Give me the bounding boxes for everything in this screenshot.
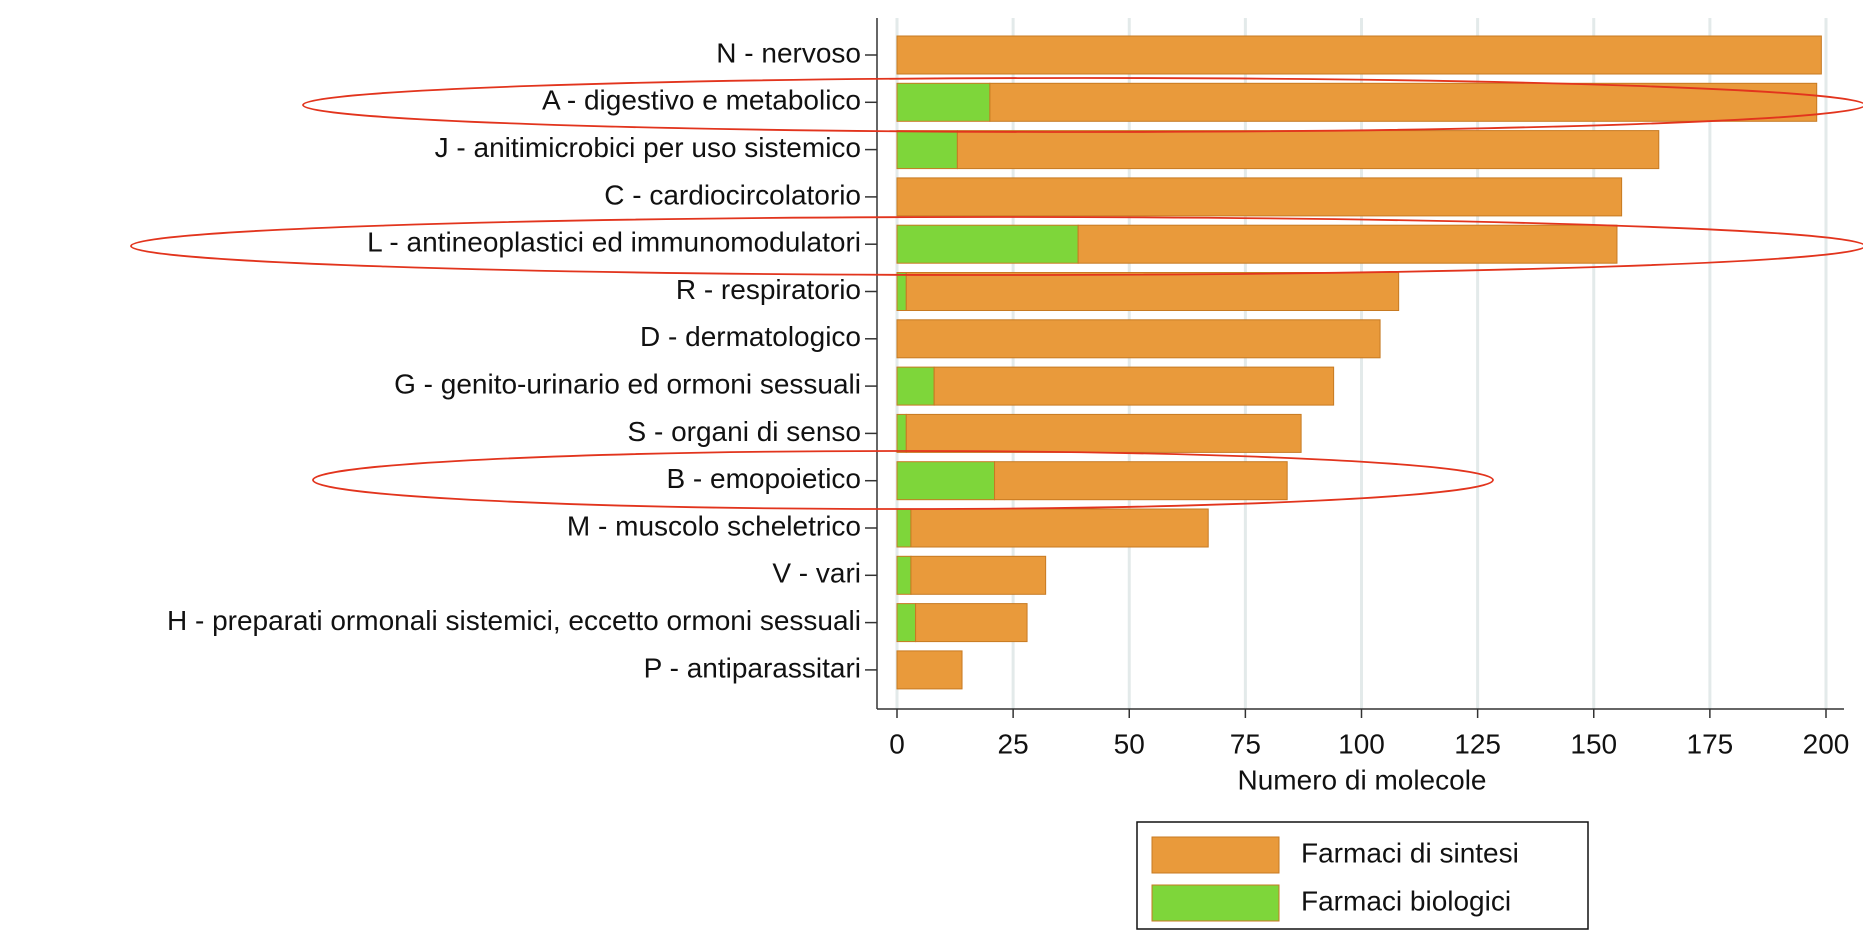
- y-tick-label: B - emopoietico: [666, 463, 861, 494]
- y-tick-label: S - organi di senso: [628, 416, 861, 447]
- legend-label: Farmaci di sintesi: [1301, 837, 1519, 868]
- bar: [896, 366, 935, 406]
- bar: [956, 130, 1660, 170]
- y-tick-label: M - muscolo scheletrico: [567, 510, 861, 541]
- y-tick-label: A - digestivo e metabolico: [542, 85, 861, 116]
- y-tick-label: P - antiparassitari: [644, 652, 861, 683]
- x-tick-label: 175: [1687, 728, 1734, 759]
- bar: [905, 413, 1302, 453]
- y-tick-label: H - preparati ormonali sistemici, eccett…: [167, 605, 861, 636]
- y-tick-label: J - anitimicrobici per uso sistemico: [435, 132, 861, 163]
- bar: [910, 555, 1047, 595]
- bar: [896, 603, 917, 643]
- bar: [896, 35, 1822, 75]
- bar: [896, 461, 996, 501]
- y-tick-label: V - vari: [772, 558, 861, 589]
- bar: [896, 130, 958, 170]
- bar: [1077, 224, 1618, 264]
- legend-swatch: [1151, 884, 1280, 922]
- y-tick-label: G - genito-urinario ed ormoni sessuali: [394, 368, 861, 399]
- bar: [896, 272, 907, 311]
- bar: [989, 82, 1818, 122]
- x-tick-label: 25: [998, 728, 1029, 759]
- legend-swatch: [1151, 836, 1280, 874]
- y-tick-label: L - antineoplastici ed immunomodulatori: [367, 227, 861, 258]
- bar: [896, 177, 1623, 217]
- bar: [896, 650, 963, 690]
- x-tick-label: 100: [1338, 728, 1385, 759]
- highlight-ellipse: [312, 450, 1494, 510]
- y-tick-label: C - cardiocircolatorio: [604, 179, 861, 210]
- bar: [994, 461, 1288, 501]
- bar: [896, 82, 991, 122]
- x-tick-label: 125: [1454, 728, 1501, 759]
- bar: [915, 603, 1028, 643]
- legend-label: Farmaci biologici: [1301, 885, 1511, 916]
- bar: [905, 272, 1400, 311]
- y-tick-label: N - nervoso: [716, 37, 861, 68]
- x-tick-label: 75: [1230, 728, 1261, 759]
- bar: [933, 366, 1335, 406]
- bar: [896, 224, 1079, 264]
- x-tick-label: 50: [1114, 728, 1145, 759]
- highlight-ellipse: [130, 216, 1863, 276]
- y-tick-label: R - respiratorio: [676, 274, 861, 305]
- bar: [896, 508, 912, 548]
- x-tick-label: 200: [1803, 728, 1850, 759]
- y-tick-label: D - dermatologico: [640, 321, 861, 352]
- highlight-ellipse: [302, 77, 1863, 133]
- x-axis-title: Numero di molecole: [1238, 764, 1487, 795]
- x-tick-label: 0: [889, 728, 905, 759]
- x-tick-label: 150: [1570, 728, 1617, 759]
- bar: [896, 319, 1381, 359]
- bar: [910, 508, 1209, 548]
- bar: [896, 413, 907, 453]
- bar: [896, 555, 912, 595]
